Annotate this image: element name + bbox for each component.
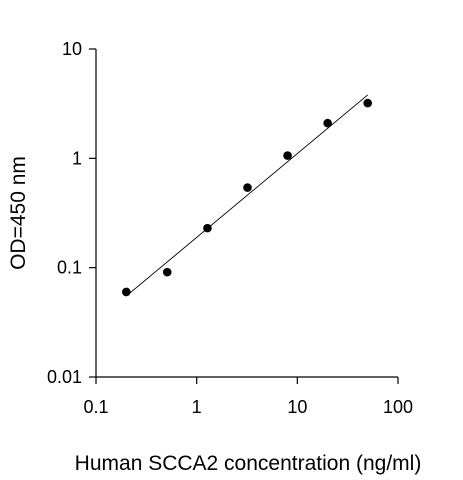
- data-point: [363, 98, 372, 108]
- data-point: [243, 183, 252, 192]
- x-tick-label: 100: [383, 397, 413, 417]
- y-tick-label: 10: [62, 39, 82, 59]
- y-axis: 0.01 0.1 1 10: [47, 39, 97, 387]
- y-tick-label: 0.01: [47, 367, 82, 387]
- x-tick-label: 0.1: [83, 397, 108, 417]
- y-tick-label: 0.1: [57, 258, 82, 278]
- data-point: [283, 151, 292, 160]
- fit-line: [126, 94, 368, 297]
- data-point: [162, 267, 172, 277]
- data-point: [122, 287, 131, 297]
- data-points: [122, 98, 372, 297]
- y-axis-title: OD=450 nm: [7, 156, 30, 270]
- data-point: [203, 223, 212, 233]
- fit-line-group: [126, 94, 368, 297]
- x-axis: 0.1 1 10 100: [83, 376, 413, 417]
- x-tick-label: 10: [287, 397, 307, 417]
- x-tick-label: 1: [192, 397, 202, 417]
- data-point: [323, 118, 332, 128]
- x-axis-title: Human SCCA2 concentration (ng/ml): [75, 452, 422, 475]
- y-tick-label: 1: [72, 148, 82, 168]
